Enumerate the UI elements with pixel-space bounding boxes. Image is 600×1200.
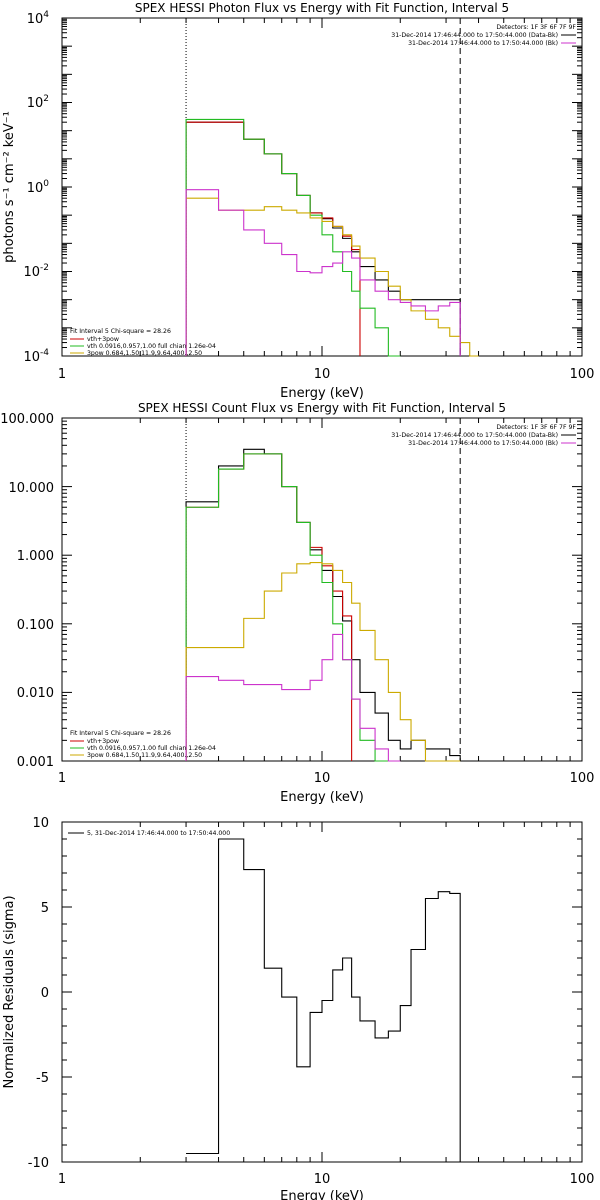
series-line-2 (185, 453, 389, 762)
residuals-panel: 1 10 100 -10 -5 0 5 10 Energy (keV) Norm… (2, 816, 594, 1200)
photon-flux-series-layer (185, 118, 479, 357)
count-flux-title: SPEX HESSI Count Flux vs Energy with Fit… (138, 401, 506, 415)
x-tick-label-1: 1 (58, 367, 66, 382)
residuals-axis-ticks (61, 821, 583, 1163)
residuals-plot-frame (61, 821, 583, 1163)
x-tick-label-10: 10 (314, 771, 331, 786)
residuals-x-tick-labels: 1 10 100 (58, 1172, 595, 1187)
series-line-0 (185, 448, 461, 761)
residuals-x-axis-label: Energy (keV) (280, 1189, 364, 1200)
y-tick-label-1.000: 1.000 (17, 549, 54, 564)
series-line-0 (186, 838, 461, 1162)
y-tick-label-100.000: 100.000 (0, 412, 54, 427)
count-flux-legend-fit: Fit Interval 5 Chi-square = 28.26 vth+3p… (70, 730, 216, 759)
series-line-1 (185, 453, 353, 761)
legend-detectors-header: Detectors: 1F 3F 6F 7F 9F (496, 24, 576, 31)
y-tick-label-0.010: 0.010 (17, 686, 54, 701)
series-line-4 (185, 189, 461, 356)
legend-data-bk-label: 31-Dec-2014 17:46:44.000 to 17:50:44.000… (391, 432, 558, 439)
x-tick-label-10: 10 (314, 1172, 331, 1187)
y-tick-label-neg5: -5 (36, 1071, 49, 1086)
photon-flux-title: SPEX HESSI Photon Flux vs Energy with Fi… (135, 1, 509, 15)
y-tick-label-1e4: 104 (27, 10, 50, 27)
photon-flux-panel: SPEX HESSI Photon Flux vs Energy with Fi… (2, 1, 595, 401)
x-tick-label-100: 100 (570, 771, 595, 786)
legend-vth-label: vth 0.0916,0.957,1.00 full chian 1.26e-0… (87, 745, 216, 752)
legend-vth-label: vth 0.0916,0.957,1.00 full chian 1.26e-0… (87, 343, 216, 350)
legend-total-label: vth+3pow (87, 738, 119, 745)
legend-3pow-label: 3pow 0.684,1.50,11.9,9.64,400.,2.50 (87, 350, 202, 357)
legend-3pow-label: 3pow 0.684,1.50,11.9,9.64,400.,2.50 (87, 752, 202, 759)
count-flux-x-tick-labels: 1 10 100 (58, 771, 595, 786)
photon-flux-x-tick-labels: 1 10 100 (58, 367, 595, 382)
y-tick-label-1e-4: 10-4 (23, 348, 49, 365)
y-tick-label-1e2: 102 (27, 94, 49, 111)
photon-flux-x-axis-label: Energy (keV) (280, 386, 364, 401)
count-flux-y-tick-labels: 0.001 0.010 0.100 1.000 10.000 100.000 (0, 412, 54, 770)
y-tick-label-1e-2: 10-2 (23, 263, 49, 280)
count-flux-plot-frame (61, 417, 583, 762)
y-tick-label-10: 10 (32, 816, 49, 831)
residuals-legend: 5, 31-Dec-2014 17:46:44.000 to 17:50:44.… (68, 830, 230, 837)
y-tick-label-neg10: -10 (28, 1156, 49, 1171)
series-line-4 (185, 633, 401, 762)
y-tick-label-0.100: 0.100 (17, 618, 54, 633)
photon-flux-legend-detectors: Detectors: 1F 3F 6F 7F 9F 31-Dec-2014 17… (391, 24, 576, 47)
series-line-0 (185, 121, 461, 356)
count-flux-x-axis-label: Energy (keV) (280, 790, 364, 805)
count-flux-legend-detectors: Detectors: 1F 3F 6F 7F 9F 31-Dec-2014 17… (391, 424, 576, 447)
y-tick-label-5: 5 (41, 901, 49, 916)
y-tick-label-10.000: 10.000 (9, 481, 55, 496)
legend-data-bk-label: 31-Dec-2014 17:46:44.000 to 17:50:44.000… (391, 32, 558, 39)
residuals-legend-label: 5, 31-Dec-2014 17:46:44.000 to 17:50:44.… (87, 830, 230, 837)
residuals-series-layer (186, 838, 461, 1162)
photon-flux-plot-frame (61, 17, 583, 357)
series-line-3 (185, 562, 461, 762)
photon-flux-y-axis-label: photons s⁻¹ cm⁻² keV⁻¹ (2, 111, 17, 263)
photon-flux-legend-fit: Fit Interval 5 Chi-square = 28.26 vth+3p… (70, 328, 216, 357)
residuals-y-tick-labels: -10 -5 0 5 10 (28, 816, 49, 1171)
legend-bk-label: 31-Dec-2014 17:46:44.000 to 17:50:44.000… (408, 440, 558, 447)
photon-flux-y-tick-labels: 10-4 10-2 100 102 104 106 (23, 10, 50, 365)
legend-total-label: vth+3pow (87, 336, 119, 343)
legend-bk-label: 31-Dec-2014 17:46:44.000 to 17:50:44.000… (408, 40, 558, 47)
x-tick-label-1: 1 (58, 1172, 66, 1187)
y-tick-label-0: 0 (41, 986, 49, 1001)
legend-fit-header: Fit Interval 5 Chi-square = 28.26 (70, 328, 171, 335)
x-tick-label-1: 1 (58, 771, 66, 786)
count-flux-series-layer (185, 448, 461, 762)
x-tick-label-10: 10 (314, 367, 331, 382)
count-flux-axis-ticks (61, 418, 583, 762)
series-line-1 (185, 121, 361, 356)
series-line-2 (185, 118, 401, 357)
series-line-3 (185, 197, 479, 357)
y-tick-label-1e0: 100 (27, 179, 50, 196)
legend-detectors-header: Detectors: 1F 3F 6F 7F 9F (496, 424, 576, 431)
y-tick-label-0.001: 0.001 (17, 755, 54, 770)
residuals-y-axis-label: Normalized Residuals (sigma) (2, 895, 17, 1088)
x-tick-label-100: 100 (570, 1172, 595, 1187)
legend-fit-header: Fit Interval 5 Chi-square = 28.26 (70, 730, 171, 737)
count-flux-panel: SPEX HESSI Count Flux vs Energy with Fit… (0, 401, 594, 805)
photon-flux-axis-ticks (61, 18, 583, 357)
x-tick-label-100: 100 (570, 367, 595, 382)
